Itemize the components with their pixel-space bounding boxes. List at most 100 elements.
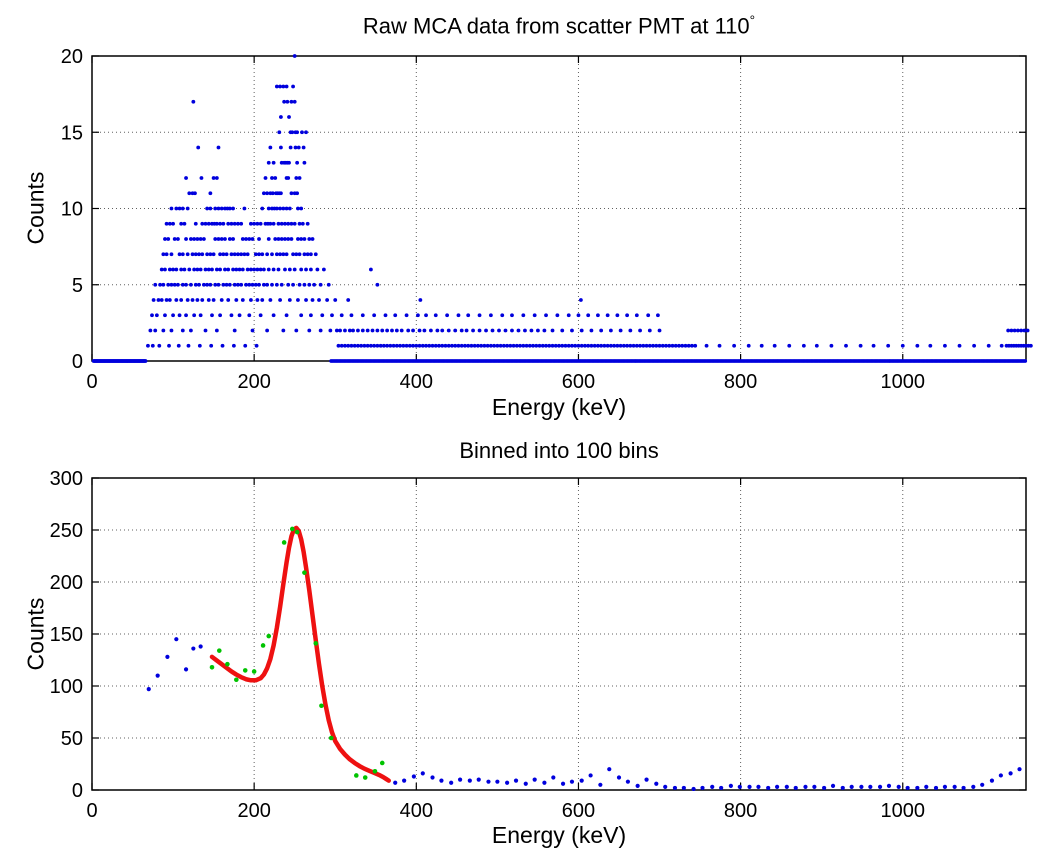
data-point: [276, 267, 281, 272]
binned-point: [644, 777, 649, 782]
data-point: [683, 343, 688, 348]
fit-window-point: [251, 669, 257, 674]
data-point: [477, 313, 482, 318]
data-point: [469, 343, 474, 348]
binned-point: [766, 785, 771, 791]
data-point: [213, 282, 218, 287]
data-point: [221, 282, 226, 287]
data-point: [573, 343, 578, 348]
binned-point: [756, 784, 761, 789]
data-point: [296, 237, 300, 241]
data-point: [157, 343, 162, 348]
data-point: [296, 206, 300, 211]
data-point: [289, 99, 294, 104]
data-point: [417, 343, 422, 348]
data-point: [154, 313, 159, 318]
data-point: [986, 343, 991, 348]
data-point: [203, 328, 208, 333]
y-tick-label: 200: [50, 572, 83, 594]
binned-point: [393, 780, 398, 785]
data-point: [279, 191, 283, 196]
data-point: [690, 343, 694, 348]
data-point: [273, 176, 278, 180]
data-point: [156, 298, 161, 302]
data-point: [673, 343, 678, 348]
data-point: [237, 313, 242, 318]
data-point: [390, 328, 394, 333]
data-point: [570, 328, 574, 333]
data-point: [304, 267, 308, 272]
data-point: [239, 252, 244, 257]
data-point: [195, 298, 200, 302]
data-point: [621, 343, 626, 348]
data-point: [1022, 328, 1027, 333]
binned-point: [467, 778, 472, 783]
data-point: [299, 237, 304, 241]
data-point: [615, 313, 620, 318]
bottom-y-axis-label: Counts: [22, 597, 49, 671]
data-point: [305, 252, 310, 257]
data-point: [265, 191, 270, 196]
data-point: [224, 252, 229, 257]
data-point: [216, 237, 221, 241]
data-point: [343, 328, 347, 333]
data-point: [450, 343, 454, 348]
data-point: [166, 237, 171, 241]
binned-point: [486, 779, 491, 784]
binned-point: [747, 784, 752, 789]
data-point: [1012, 328, 1017, 333]
data-point: [239, 282, 244, 287]
data-point: [566, 313, 571, 318]
data-point: [295, 191, 300, 196]
data-point: [150, 343, 155, 348]
data-point: [198, 267, 203, 272]
data-point: [245, 267, 250, 272]
data-point: [179, 221, 184, 226]
binned-point: [691, 786, 696, 792]
data-point: [618, 328, 623, 333]
data-point: [596, 343, 600, 348]
data-point: [646, 313, 651, 318]
binned-point: [793, 785, 798, 791]
data-point: [244, 237, 248, 241]
data-point: [249, 221, 253, 226]
data-point: [214, 267, 219, 272]
data-point: [352, 343, 357, 348]
data-point: [746, 343, 751, 348]
data-point: [244, 282, 248, 287]
data-point: [300, 221, 305, 226]
data-point: [176, 282, 180, 287]
degree-symbol: °: [749, 13, 756, 28]
data-point: [641, 343, 646, 348]
data-point: [453, 328, 458, 333]
data-point: [164, 252, 169, 257]
binned-point: [616, 775, 622, 780]
data-point: [305, 221, 310, 226]
binned-point: [784, 784, 789, 789]
data-point: [252, 221, 257, 226]
data-point: [302, 252, 307, 257]
data-point: [201, 282, 206, 287]
binned-point: [513, 778, 519, 783]
data-point: [266, 237, 271, 241]
data-point: [318, 282, 323, 287]
data-point: [647, 328, 652, 333]
fit-window-point: [372, 768, 378, 774]
data-point: [304, 130, 308, 135]
data-point: [592, 343, 597, 348]
y-tick-label: 100: [50, 676, 83, 698]
data-point: [163, 237, 167, 241]
data-point: [260, 206, 265, 211]
binned-point: [989, 778, 995, 783]
data-point: [279, 282, 284, 287]
data-point: [490, 328, 495, 333]
data-point: [307, 328, 312, 333]
top-y-axis-label: Counts: [22, 171, 49, 245]
data-point: [257, 252, 261, 257]
data-point: [268, 145, 273, 150]
data-point: [169, 206, 174, 211]
data-point: [299, 313, 304, 318]
data-point: [208, 191, 213, 196]
data-point: [972, 343, 977, 348]
data-point: [302, 282, 307, 287]
